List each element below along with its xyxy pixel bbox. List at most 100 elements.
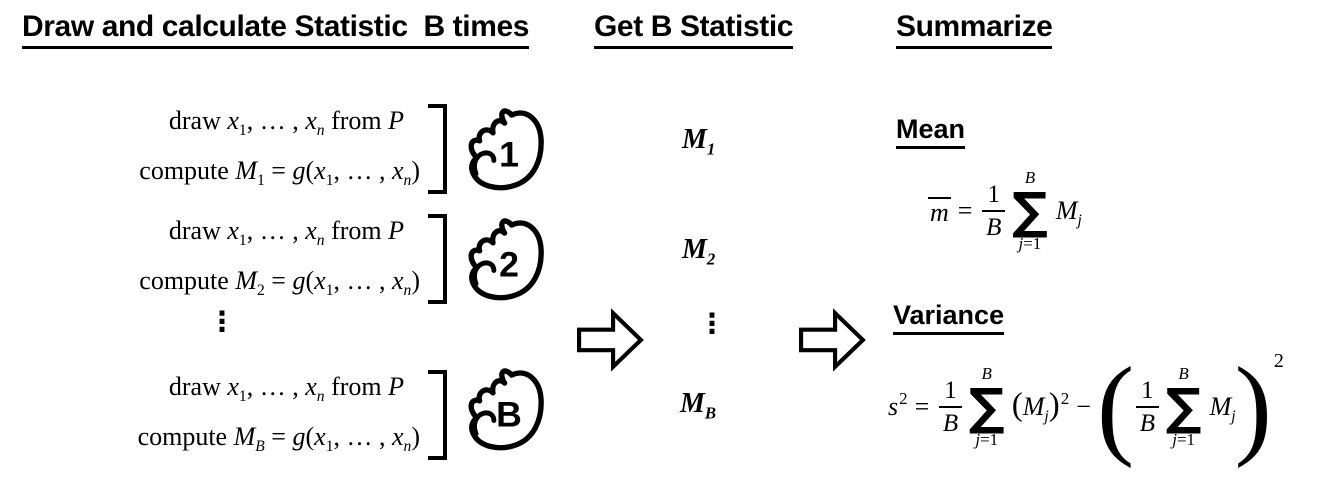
draw-line: draw x1, … , xn from P: [30, 206, 404, 256]
fist-label: B: [496, 395, 522, 435]
fist-label: 1: [499, 135, 519, 175]
middle-column-ellipsis: ⋮: [698, 307, 726, 340]
x-sub-n: n: [403, 282, 412, 300]
sum-lower-limit: j=1: [1172, 430, 1195, 450]
x-var: x: [391, 422, 404, 451]
x-sub-1: 1: [238, 122, 247, 140]
m-var: M: [1022, 392, 1045, 421]
m-sub: 2: [257, 282, 265, 300]
x-sub-n: n: [316, 122, 325, 140]
fraction-1-over-b: 1 B: [982, 181, 1005, 242]
m-sub: B: [255, 438, 265, 456]
x-var: x: [227, 106, 239, 135]
from-word: from: [331, 372, 382, 401]
draw-word: draw: [168, 106, 221, 135]
numerator: 1: [939, 377, 962, 408]
compute-word: compute: [139, 266, 229, 295]
draw-line: draw x1, … , xn from P: [30, 96, 404, 146]
squared-exponent: 2: [1060, 389, 1070, 408]
paren-open: (: [305, 266, 315, 295]
sum-lower-limit: j=1: [975, 430, 998, 450]
m-var: M: [233, 422, 256, 451]
x-sub-1: 1: [238, 388, 247, 406]
compute-word: compute: [139, 156, 229, 185]
statistic-m2: M2: [682, 234, 716, 269]
x-sub-n: n: [403, 172, 412, 190]
equals-one: =1: [980, 430, 999, 449]
j-var: j: [1172, 430, 1177, 449]
sum-upper-limit: B: [981, 364, 992, 384]
column-title-get-b-statistic: Get B Statistic: [594, 10, 793, 49]
outer-squared-exponent: 2: [1273, 349, 1284, 372]
x-var: x: [305, 372, 317, 401]
mean-heading: Mean: [896, 114, 966, 149]
variance-formula: s2 = 1 B B ∑ j=1 (Mj)2 − ( 1 B B ∑ j=1 M…: [888, 345, 1284, 469]
denominator: B: [942, 410, 959, 437]
compute-line: compute M2 = g(x1, … , xn): [30, 256, 420, 306]
m-var: M: [1209, 392, 1232, 421]
ellipsis: , … ,: [246, 106, 299, 135]
sigma-symbol: ∑: [1165, 378, 1202, 436]
squared-exponent: 2: [899, 389, 908, 408]
draw-compute-block-b: draw x1, … , xn from P compute MB = g(x1…: [30, 362, 447, 462]
m-sub: 2: [706, 249, 716, 269]
equals-sign: =: [271, 422, 286, 451]
ellipsis: , … ,: [246, 216, 299, 245]
population-var: P: [388, 106, 404, 135]
compute-line: compute MB = g(x1, … , xn): [30, 412, 420, 462]
x-var: x: [305, 106, 317, 135]
paren-close: ): [1048, 387, 1060, 423]
m-sub: B: [704, 403, 717, 423]
sum-upper-limit: B: [1024, 168, 1036, 188]
ellipsis: , … ,: [333, 266, 386, 295]
column-title-summarize: Summarize: [896, 10, 1053, 49]
summation: B ∑ j=1: [969, 364, 1005, 449]
equals-one: =1: [1023, 234, 1042, 253]
draw-word: draw: [168, 372, 221, 401]
paren-open: (: [1011, 387, 1023, 423]
x-sub-n: n: [403, 438, 412, 456]
equals-sign: =: [957, 196, 973, 225]
sigma-symbol: ∑: [968, 378, 1005, 436]
x-var: x: [227, 216, 239, 245]
j-var: j: [975, 430, 981, 449]
g-var: g: [292, 156, 306, 185]
fraction-1-over-b: 1 B: [1136, 377, 1159, 438]
m-var: M: [682, 124, 707, 155]
equals-one: =1: [1176, 430, 1196, 449]
denominator: B: [1139, 410, 1156, 437]
m-var: M: [1055, 196, 1078, 225]
grouping-bracket: [428, 214, 447, 304]
from-word: from: [331, 216, 382, 245]
block-1-equations: draw x1, … , xn from P compute M1 = g(x1…: [30, 96, 420, 196]
m-j-term: Mj: [1055, 196, 1082, 228]
m-sub-j: j: [1044, 408, 1049, 426]
g-var: g: [292, 266, 306, 295]
m-sub: 1: [706, 139, 716, 159]
from-word: from: [331, 106, 382, 135]
g-var: g: [292, 422, 306, 451]
equals-sign: =: [271, 266, 286, 295]
left-column-ellipsis: ⋮: [208, 305, 236, 338]
x-var: x: [314, 422, 326, 451]
fraction-1-over-b: 1 B: [939, 377, 962, 438]
paren-open: (: [305, 422, 315, 451]
summation: B ∑ j=1: [1166, 364, 1202, 449]
ellipsis: , … ,: [246, 372, 299, 401]
fist-icon-b: B: [452, 358, 550, 458]
x-sub-n: n: [316, 388, 325, 406]
block-b-equations: draw x1, … , xn from P compute MB = g(x1…: [30, 362, 420, 462]
x-var: x: [391, 156, 404, 185]
paren-close: ): [411, 266, 420, 295]
summation: B ∑ j=1: [1012, 168, 1048, 253]
statistic-m1: M1: [682, 124, 716, 159]
m-var: M: [235, 156, 257, 185]
grouping-bracket: [428, 370, 447, 460]
numerator: 1: [982, 181, 1005, 212]
m-var: M: [682, 234, 707, 265]
fist-label: 2: [499, 245, 519, 285]
grouping-bracket: [428, 104, 447, 194]
denominator: B: [986, 214, 1002, 241]
m-var: m: [930, 197, 949, 227]
